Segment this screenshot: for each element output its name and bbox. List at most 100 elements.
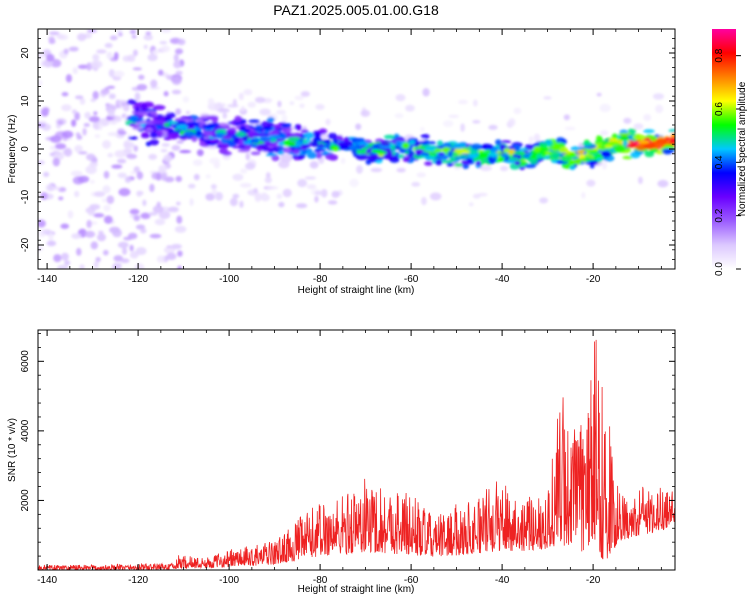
- noise-blob: [61, 91, 69, 97]
- ridge-blob: [196, 118, 204, 123]
- ridge-blob: [475, 160, 482, 166]
- ridge-blob: [146, 127, 153, 133]
- ridge-blob: [655, 138, 668, 144]
- noise-blob: [93, 111, 98, 116]
- noise-blob: [340, 157, 346, 164]
- ridge-blob: [479, 160, 486, 166]
- noise-blob: [61, 130, 74, 139]
- noise-blob: [85, 165, 97, 175]
- noise-blob: [360, 109, 371, 117]
- noise-blob: [304, 176, 317, 180]
- noise-blob: [61, 252, 69, 261]
- noise-blob: [416, 172, 426, 178]
- noise-blob: [140, 228, 147, 234]
- noise-blob: [171, 89, 182, 95]
- noise-blob: [113, 51, 119, 60]
- noise-blob: [89, 203, 101, 210]
- snr-x-tick-label: -20: [586, 575, 601, 586]
- noise-blob: [72, 67, 78, 75]
- noise-blob: [49, 152, 55, 157]
- ridge-blob: [202, 118, 210, 122]
- spectrogram-x-tick-label: -100: [219, 274, 239, 285]
- noise-blob: [533, 133, 541, 143]
- noise-blob: [136, 190, 142, 197]
- noise-blob: [163, 246, 176, 254]
- noise-blob: [160, 45, 170, 53]
- ridge-blob: [488, 152, 499, 158]
- noise-blob: [297, 179, 308, 188]
- ridge-blob: [250, 143, 258, 148]
- spectrogram-y-tick-label: -20: [20, 237, 31, 252]
- noise-blob: [48, 31, 60, 36]
- noise-blob: [133, 166, 140, 174]
- ridge-blob: [248, 119, 261, 124]
- noise-blob: [109, 35, 118, 41]
- snr-x-tick-label: -40: [495, 575, 510, 586]
- noise-blob: [134, 92, 141, 101]
- noise-blob: [240, 105, 245, 113]
- noise-blob: [171, 144, 181, 151]
- noise-blob: [205, 174, 211, 179]
- ridge-blob: [514, 147, 521, 152]
- ridge-blob: [237, 149, 251, 153]
- noise-blob: [82, 127, 87, 136]
- noise-blob: [173, 53, 179, 62]
- noise-blob: [528, 136, 534, 144]
- noise-blob: [156, 172, 162, 181]
- ridge-blob: [398, 147, 407, 154]
- noise-blob: [77, 175, 90, 183]
- colorbar-tick-label: 0.4: [714, 155, 725, 169]
- ridge-blob: [409, 139, 416, 146]
- noise-blob: [247, 101, 256, 108]
- ridge-blob: [499, 144, 507, 150]
- ridge-blob: [629, 143, 638, 148]
- ridge-blob: [394, 140, 403, 147]
- noise-blob: [112, 228, 122, 238]
- noise-blob: [211, 189, 217, 195]
- noise-blob: [596, 92, 602, 97]
- noise-blob: [130, 171, 137, 175]
- ridge-blob: [500, 140, 512, 144]
- noise-blob: [83, 122, 90, 127]
- colorbar-tick-label: 0.2: [714, 208, 725, 222]
- noise-blob: [215, 191, 224, 201]
- noise-blob: [163, 91, 169, 97]
- ridge-blob: [589, 163, 595, 169]
- noise-blob: [84, 230, 96, 238]
- noise-blob: [192, 159, 203, 166]
- noise-blob: [315, 103, 325, 110]
- noise-blob: [238, 92, 244, 101]
- ridge-blob: [550, 144, 561, 152]
- noise-blob: [134, 263, 145, 269]
- ridge-blob: [440, 159, 453, 164]
- noise-blob: [395, 94, 406, 102]
- snr-x-tick-label: -80: [313, 575, 328, 586]
- noise-blob: [394, 113, 404, 119]
- noise-blob: [48, 36, 55, 41]
- noise-blob: [103, 204, 111, 212]
- noise-blob: [420, 126, 425, 132]
- ridge-blob: [273, 124, 282, 130]
- noise-blob: [106, 85, 116, 89]
- ridge-blob: [195, 130, 203, 136]
- ridge-blob: [458, 156, 468, 160]
- noise-blob: [185, 110, 191, 115]
- noise-blob: [657, 179, 669, 188]
- spectrogram-y-tick-label: -10: [20, 189, 31, 204]
- ridge-blob: [156, 131, 164, 136]
- snr-x-label: Height of straight line (km): [298, 584, 415, 595]
- noise-blob: [166, 252, 177, 261]
- colorbar-gradient-bar: [712, 29, 736, 269]
- ridge-blob: [268, 134, 281, 139]
- noise-blob: [405, 104, 415, 112]
- noise-blob: [104, 87, 109, 91]
- noise-blob: [245, 152, 250, 161]
- snr-series-line: [38, 339, 675, 570]
- noise-blob: [158, 210, 171, 220]
- noise-blob: [254, 96, 266, 104]
- ridge-blob: [668, 129, 675, 133]
- noise-blob: [210, 184, 217, 190]
- ridge-blob: [454, 163, 463, 168]
- noise-blob: [314, 190, 323, 196]
- ridge-blob: [383, 134, 396, 139]
